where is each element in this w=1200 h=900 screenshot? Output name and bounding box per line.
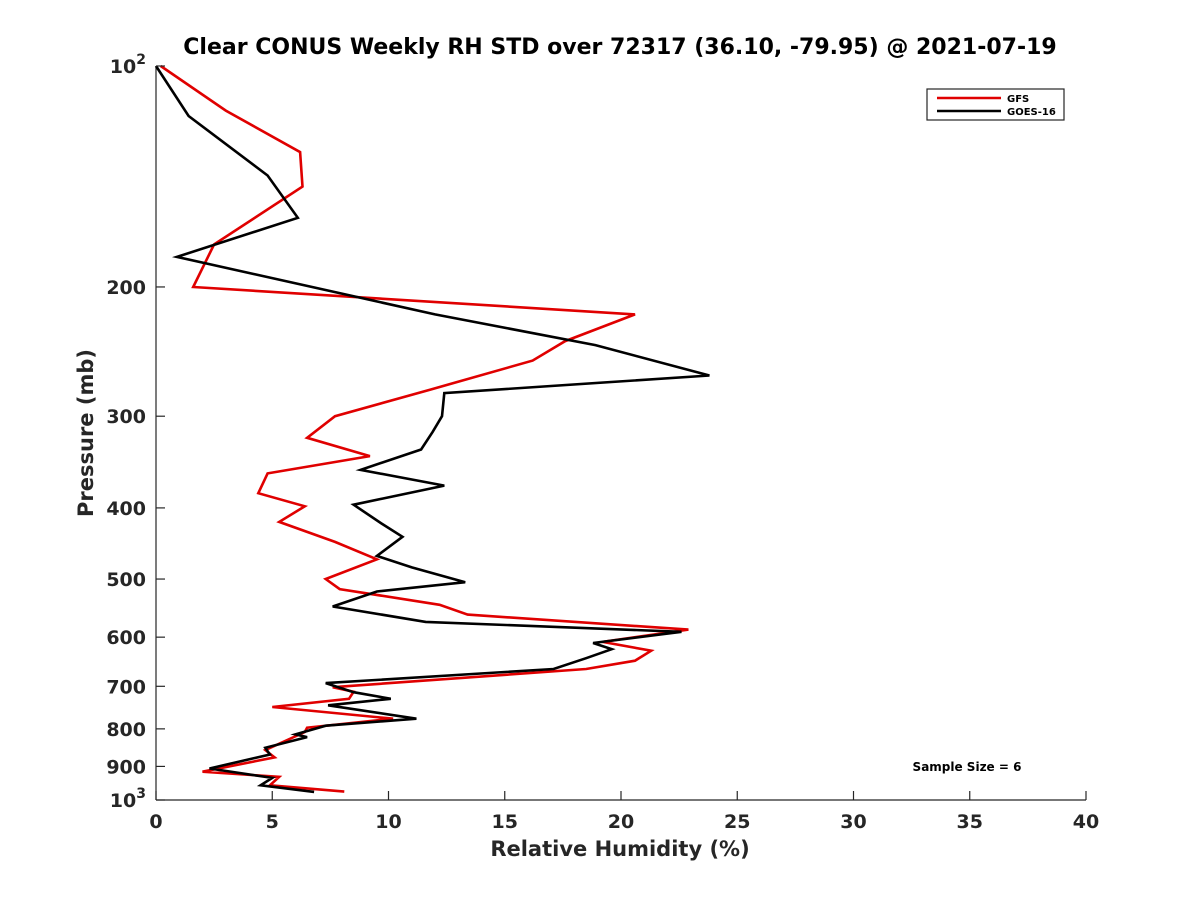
x-tick-label: 20 [608,811,634,833]
plot-area [154,64,1086,801]
x-tick-label: 30 [840,811,866,833]
y-tick-label: 200 [106,277,146,299]
y-tick-label: 800 [106,719,146,741]
y-tick-label: 500 [106,569,146,591]
x-axis-label: Relative Humidity (%) [490,837,749,861]
legend-label: GOES-16 [1007,107,1056,118]
y-tick-label: 102 [110,52,146,78]
x-tick-label: 25 [724,811,750,833]
x-tick-label: 40 [1073,811,1099,833]
x-tick-label: 35 [957,811,983,833]
x-tick-label: 10 [375,811,401,833]
y-axis-label: Pressure (mb) [74,349,98,517]
y-tick-label: 700 [106,676,146,698]
series-line-gfs [159,64,689,793]
x-tick-label: 5 [266,811,279,833]
x-axis-ticks: 0 5 10 15 20 25 30 35 40 [149,791,1099,833]
chart-title: Clear CONUS Weekly RH STD over 72317 (36… [183,35,1056,60]
x-tick-label: 0 [149,811,162,833]
y-axis-ticks: 102 200 300 400 500 600 700 800 900 103 [106,52,165,812]
y-tick-label: 300 [106,406,146,428]
legend-label: GFS [1007,94,1029,105]
y-tick-label: 900 [106,756,146,778]
legend: GFS GOES-16 [926,88,1065,121]
y-tick-label: 400 [106,498,146,520]
series-line-goes-16 [154,65,710,794]
legend-box [926,88,1065,121]
y-tick-label: 103 [110,786,146,812]
sample-size-annotation: Sample Size = 6 [913,760,1022,774]
x-tick-label: 15 [492,811,518,833]
y-tick-label: 600 [106,627,146,649]
